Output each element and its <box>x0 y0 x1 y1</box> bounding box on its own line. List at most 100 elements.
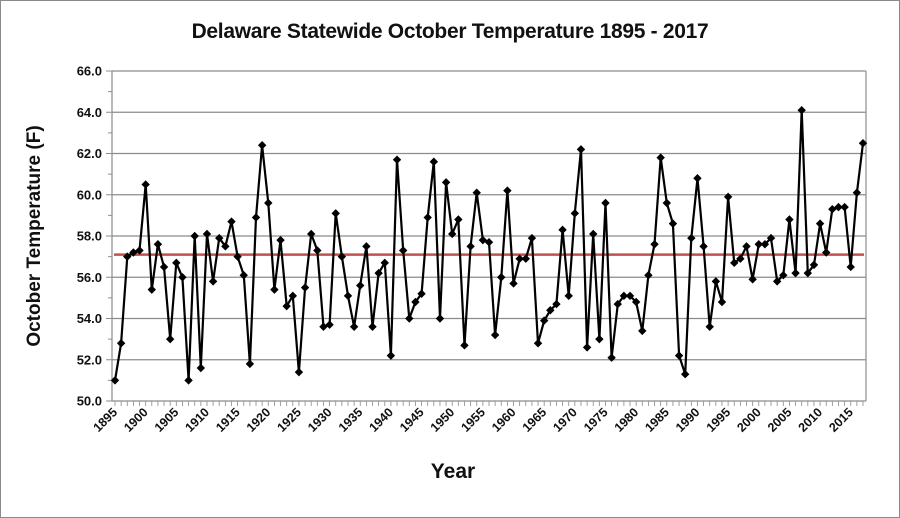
data-point <box>239 270 248 280</box>
x-tick-label: 1910 <box>183 405 213 435</box>
data-point <box>325 320 334 329</box>
data-point <box>497 273 506 282</box>
data-point <box>840 202 849 212</box>
data-point <box>190 231 199 241</box>
x-tick-label: 1915 <box>213 405 243 435</box>
data-point <box>466 242 475 251</box>
data-point <box>423 213 432 222</box>
data-point <box>668 219 678 228</box>
data-point <box>631 297 641 307</box>
data-point <box>282 301 291 311</box>
data-point <box>405 314 414 323</box>
data-point <box>233 252 242 261</box>
data-point <box>202 229 212 239</box>
data-point <box>343 291 353 301</box>
data-point <box>306 229 316 239</box>
data-point <box>178 273 187 282</box>
data-point <box>337 252 347 261</box>
data-point <box>509 279 518 288</box>
data-point <box>368 322 377 331</box>
data-point <box>558 225 567 235</box>
x-tick-label: 1970 <box>550 405 580 435</box>
data-point <box>693 174 702 183</box>
data-point <box>503 186 512 195</box>
data-point <box>227 217 236 226</box>
data-point <box>570 209 580 218</box>
data-point <box>208 277 218 286</box>
data-point <box>270 285 279 294</box>
data-point <box>123 252 132 261</box>
data-point <box>245 359 255 369</box>
x-tick-label: 1930 <box>305 405 335 435</box>
data-point <box>288 291 298 301</box>
x-tick-label: 2010 <box>796 405 826 435</box>
data-point <box>809 260 819 270</box>
data-point <box>828 204 837 214</box>
x-tick-label: 1950 <box>428 405 458 435</box>
data-point <box>300 283 310 292</box>
data-point <box>411 297 420 307</box>
y-tick-label: 50.0 <box>77 394 102 409</box>
data-point <box>386 351 396 360</box>
x-tick-label: 1905 <box>152 405 182 435</box>
data-point <box>527 233 537 243</box>
axes <box>106 70 867 406</box>
x-tick-label: 1895 <box>91 405 121 435</box>
data-point <box>650 240 659 249</box>
x-tick-label: 1900 <box>121 405 151 435</box>
data-point <box>687 233 696 243</box>
data-point <box>742 242 751 251</box>
data-point <box>564 291 573 301</box>
data-point <box>172 258 181 268</box>
x-tick-labels: 1895 1900 1905 1910 1915 1920 1925 1930 1935 1940… <box>91 405 856 435</box>
y-tick-label: 52.0 <box>77 352 102 367</box>
data-point <box>822 248 831 257</box>
data-point <box>460 341 469 350</box>
y-tick-label: 54.0 <box>77 311 102 326</box>
data-point <box>638 326 647 336</box>
data-point <box>362 242 371 251</box>
data-point <box>135 246 144 255</box>
data-point <box>730 258 739 268</box>
data-point <box>736 254 745 263</box>
data-point <box>257 141 267 150</box>
data-point <box>858 138 868 148</box>
data-point <box>607 353 616 362</box>
data-point <box>521 254 530 263</box>
x-tick-label: 1935 <box>336 405 366 435</box>
data-point <box>785 215 794 224</box>
data-point <box>760 240 770 249</box>
x-tick-label: 1995 <box>704 405 734 435</box>
x-axis-label: Year <box>430 460 476 483</box>
y-tick-label: 62.0 <box>77 146 102 161</box>
data-point <box>576 145 586 154</box>
x-tick-label: 1990 <box>673 405 703 435</box>
data-point <box>472 188 481 197</box>
data-point <box>582 343 592 352</box>
data-point <box>791 268 800 278</box>
data-point <box>539 316 549 325</box>
y-tick-label: 60.0 <box>77 187 102 202</box>
data-point <box>595 334 604 344</box>
data-point <box>196 363 206 373</box>
data-point <box>533 339 543 348</box>
gridlines <box>112 70 866 361</box>
data-point <box>454 215 463 224</box>
data-point <box>484 237 494 247</box>
data-point <box>331 209 340 218</box>
x-tick-label: 2005 <box>765 405 795 435</box>
data-point <box>159 262 169 272</box>
y-tick-label: 64.0 <box>77 105 102 120</box>
data-point <box>374 268 383 278</box>
x-tick-label: 1975 <box>581 405 611 435</box>
data-point <box>625 291 635 301</box>
y-tick-label: 66.0 <box>77 64 102 79</box>
data-point <box>215 233 224 243</box>
data-point <box>748 275 757 284</box>
data-point <box>147 285 156 294</box>
data-point <box>515 254 524 263</box>
chart-title: Delaware Statewide October Temperature 1… <box>191 20 709 43</box>
series-layer <box>110 105 868 385</box>
x-tick-label: 1980 <box>612 405 642 435</box>
data-point <box>852 188 862 197</box>
